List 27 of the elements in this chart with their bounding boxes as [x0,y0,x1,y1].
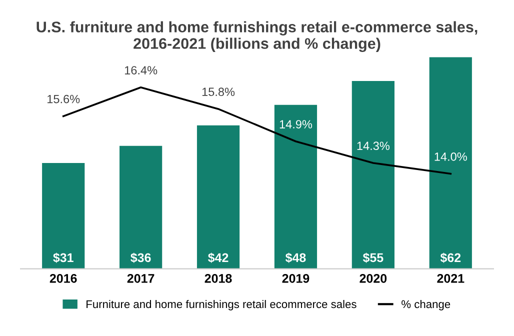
bar [429,57,472,269]
x-tick-label: 2017 [127,274,154,283]
data-label: 14.0% [434,152,467,161]
bar [274,104,318,269]
data-label: 16.4% [124,66,158,74]
data-label: 14.9% [280,120,312,128]
data-label: $62 [440,252,461,263]
bar [352,81,394,269]
bar [42,162,85,269]
bar [196,125,240,269]
legend-label: Furniture and home furnishings retail ecommerce sales [86,300,356,310]
data-label: $55 [362,252,384,263]
x-tick-label: 2019 [282,274,310,283]
legend-label: % change [402,300,450,310]
data-label: 15.8% [202,88,235,96]
data-label: 14.3% [357,142,390,150]
x-tick-label: 2021 [437,274,464,283]
data-label: $48 [285,252,306,263]
data-label: $36 [130,252,151,263]
data-label: 15.6% [48,94,80,104]
chart-title: U.S. furniture and home furnishings retail e-commerce sales, 2016-2021 (billions and % change) [36,21,478,52]
data-label: $42 [208,252,228,263]
x-tick-label: 2016 [50,274,77,283]
bar [120,146,162,269]
x-tick-label: 2020 [360,274,387,283]
x-tick-label: 2018 [204,274,232,283]
data-label: $31 [53,252,74,263]
